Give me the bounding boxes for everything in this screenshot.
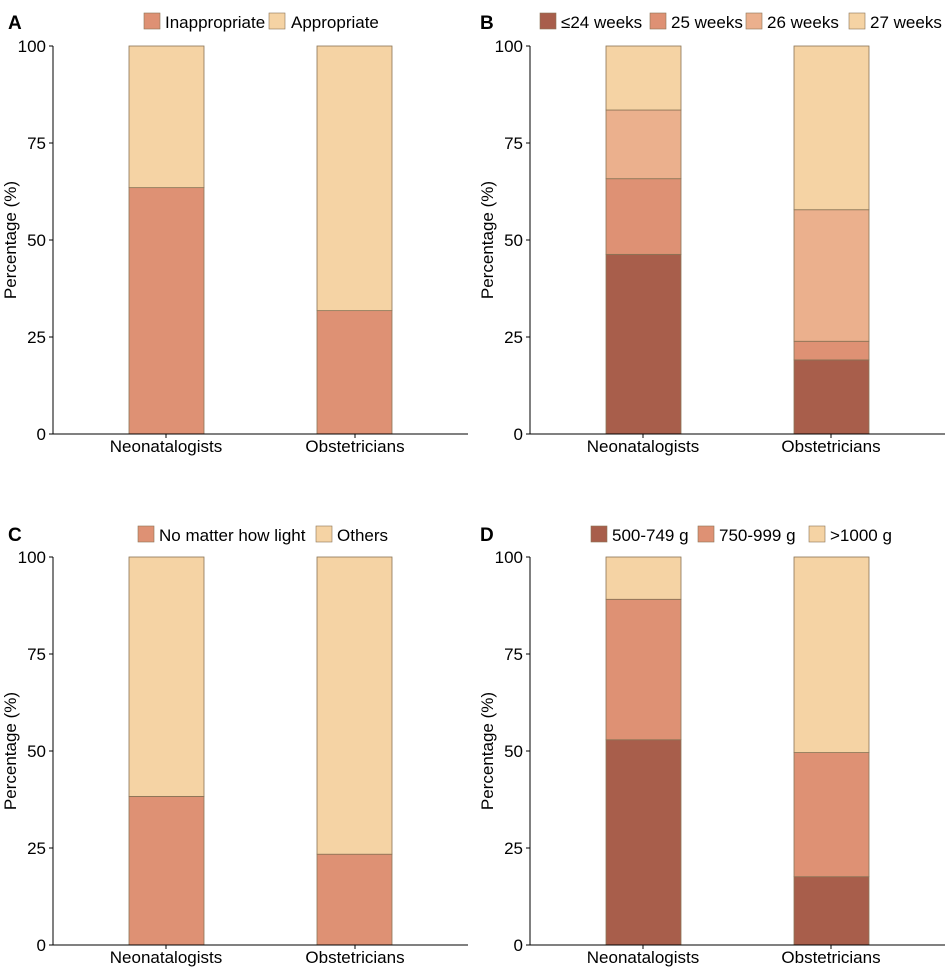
y-tick-label: 100 (495, 37, 523, 56)
chart-panel-d: D 500-749 g 750-999 g >1000 g 0 25 50 75 100 Neon… (478, 525, 945, 967)
legend-swatch (137, 525, 155, 543)
x-tick-label: Obstetricians (305, 948, 404, 967)
legend-label: >1000 g (830, 526, 892, 545)
y-tick-label: 75 (504, 134, 523, 153)
chart-panel-c: C No matter how light Others 0 25 50 75 100 Neon… (1, 525, 468, 967)
bar-segment (793, 556, 870, 753)
bar-segment (793, 340, 870, 361)
y-axis-label: Percentage (%) (1, 181, 20, 299)
legend-swatch (539, 12, 557, 30)
y-tick-label: 0 (37, 425, 46, 444)
panel-label: B (480, 13, 494, 34)
x-tick-label: Obstetricians (781, 437, 880, 456)
y-tick-label: 75 (27, 645, 46, 664)
bar-segment (316, 45, 393, 312)
panel-label: D (480, 525, 494, 546)
legend-label: ≤24 weeks (561, 13, 642, 32)
y-tick-label: 25 (27, 839, 46, 858)
legend-label: No matter how light (159, 526, 306, 545)
legend-label: 500-749 g (612, 526, 689, 545)
x-tick-label: Neonatalogists (587, 437, 699, 456)
legend-swatch (649, 12, 667, 30)
y-axis-label: Percentage (%) (478, 692, 497, 810)
bar-segment (605, 598, 682, 741)
legend-swatch (268, 12, 286, 30)
y-tick-label: 0 (514, 425, 523, 444)
legend-swatch (143, 12, 161, 30)
y-tick-label: 50 (27, 742, 46, 761)
bar-segment (793, 45, 870, 211)
legend-label: Inappropriate (165, 13, 265, 32)
y-tick-label: 100 (18, 37, 46, 56)
bar-segment (605, 556, 682, 600)
bar-segment (128, 187, 205, 435)
bar-segment (605, 253, 682, 435)
bar-segment (128, 45, 205, 189)
bar-segment (605, 45, 682, 111)
chart-panel-b: B ≤24 weeks 25 weeks 26 weeks 27 weeks 0 25 50 7… (478, 12, 945, 456)
y-tick-label: 25 (504, 839, 523, 858)
legend-label: Appropriate (291, 13, 379, 32)
y-tick-label: 100 (18, 548, 46, 567)
x-tick-label: Obstetricians (305, 437, 404, 456)
y-axis-label: Percentage (%) (478, 181, 497, 299)
chart-panel-a: A Inappropriate Appropriate 0 25 50 75 100 Neona… (1, 12, 468, 456)
legend-label: 25 weeks (671, 13, 743, 32)
y-tick-label: 50 (27, 231, 46, 250)
legend-swatch (590, 525, 608, 543)
y-tick-label: 50 (504, 231, 523, 250)
bar-segment (605, 178, 682, 255)
panel-label: A (8, 13, 22, 34)
x-tick-label: Neonatalogists (110, 437, 222, 456)
y-axis-label: Percentage (%) (1, 692, 20, 810)
legend-label: 26 weeks (767, 13, 839, 32)
panel-label: C (8, 525, 22, 546)
legend-swatch (848, 12, 866, 30)
y-tick-label: 25 (504, 328, 523, 347)
legend-label: 750-999 g (719, 526, 796, 545)
legend-swatch (697, 525, 715, 543)
y-tick-label: 0 (514, 936, 523, 955)
bar-segment (793, 359, 870, 435)
legend-swatch (315, 525, 333, 543)
bar-segment (793, 876, 870, 946)
y-tick-label: 100 (495, 548, 523, 567)
y-tick-label: 0 (37, 936, 46, 955)
legend-label: Others (337, 526, 388, 545)
bar-segment (605, 739, 682, 946)
bar-segment (793, 209, 870, 342)
bar-segment (316, 310, 393, 435)
legend-label: 27 weeks (870, 13, 942, 32)
y-tick-label: 25 (27, 328, 46, 347)
x-tick-label: Obstetricians (781, 948, 880, 967)
x-tick-label: Neonatalogists (587, 948, 699, 967)
bar-segment (316, 853, 393, 946)
bar-segment (128, 556, 205, 797)
bar-segment (605, 109, 682, 180)
bar-segment (128, 795, 205, 946)
bar-segment (793, 752, 870, 878)
y-tick-label: 50 (504, 742, 523, 761)
bar-segment (316, 556, 393, 855)
legend-swatch (745, 12, 763, 30)
y-tick-label: 75 (27, 134, 46, 153)
legend-swatch (808, 525, 826, 543)
x-tick-label: Neonatalogists (110, 948, 222, 967)
y-tick-label: 75 (504, 645, 523, 664)
